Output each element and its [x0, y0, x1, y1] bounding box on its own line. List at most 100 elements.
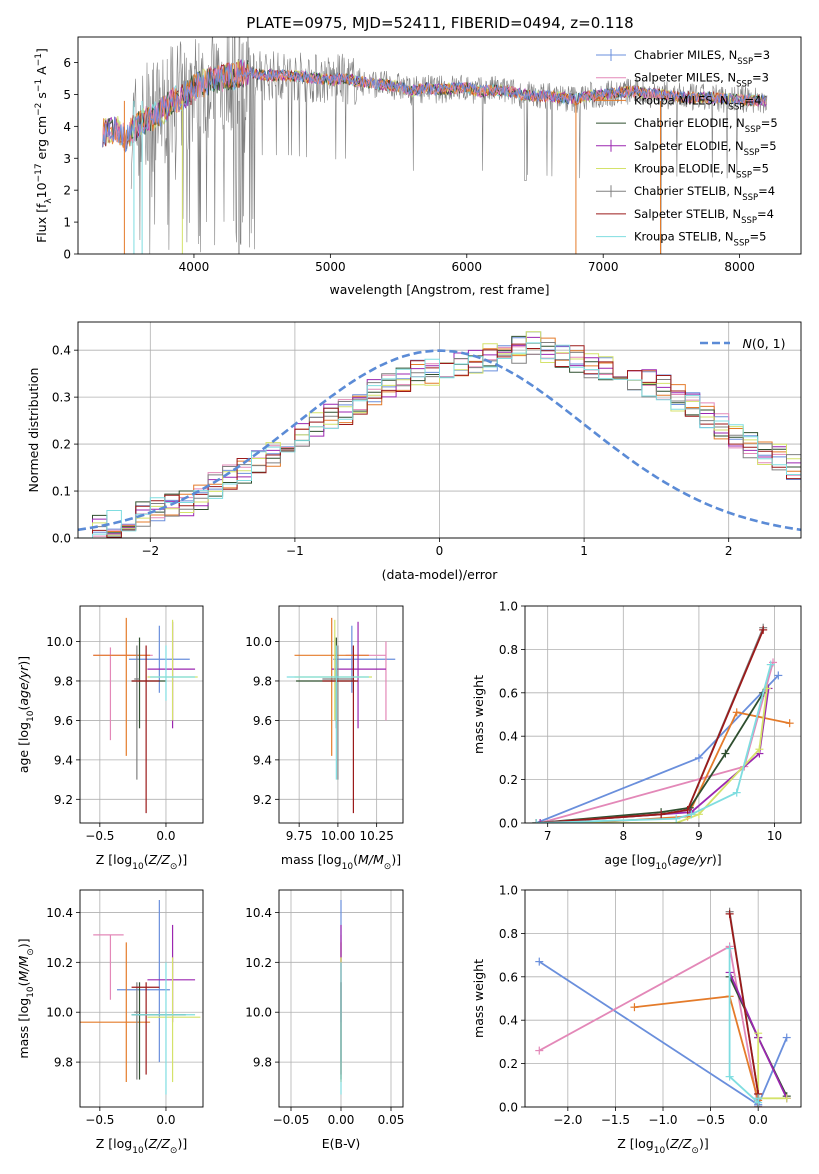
y-tick-label: 10.0 [46, 635, 73, 649]
legend-label: Kroupa ELODIE, NSSP=5 [634, 162, 769, 181]
age_vs_mass-axes: 9.75 10.00 10.25 9.2 9.4 9.6 9.8 10.0 [245, 606, 403, 843]
y-tick-label: 10.2 [46, 956, 73, 970]
x-tick-label: 10.25 [359, 829, 393, 843]
salpeter_elodie-weight-line [540, 688, 770, 823]
legend-label-main: Chabrier ELODIE, N [634, 116, 745, 130]
label-part: N [743, 336, 753, 351]
label-part: ⊙ [26, 948, 36, 956]
x-tick-label: 10.00 [321, 829, 355, 843]
salpeter_stelib-weight-line [536, 629, 765, 823]
label-part: Z/Z [148, 852, 171, 867]
x-tick-label: −0.5 [696, 1113, 725, 1127]
label-part: M/M [16, 955, 31, 981]
mass-vs-Z-xlabel: Z [log10(Z/Z⊙)] [96, 1136, 187, 1156]
spectrum-ylabel: Flux [fλ10−17 erg cm−2 s−1 A−1] [34, 48, 54, 243]
label-part: A [34, 66, 49, 79]
y-tick-label: 0.8 [499, 643, 518, 657]
label-part: Z [log [96, 1136, 132, 1151]
legend-label-count: =5 [752, 162, 769, 176]
label-part: ( [353, 852, 358, 867]
label-part: 10 [132, 1146, 144, 1156]
x-tick-label: 0.0 [749, 1113, 768, 1127]
y-tick-label: 10.4 [245, 906, 272, 920]
age_vs_Z-points [93, 617, 198, 814]
y-tick-label: 2 [63, 184, 71, 198]
y-tick-label: 9.8 [253, 1056, 272, 1070]
legend-label-sub: SSP [729, 102, 745, 112]
label-part: ] [34, 48, 49, 53]
y-tick-label: 0.0 [499, 1101, 518, 1115]
x-tick-label: 0.00 [328, 1113, 355, 1127]
legend-label: Salpeter ELODIE, NSSP=5 [634, 139, 777, 158]
y-tick-label: 10.0 [46, 1006, 73, 1020]
age_vs_Z-axes: −0.5 0.0 9.2 9.4 9.6 9.8 10.0 [46, 606, 203, 843]
label-part: (0, 1) [752, 336, 786, 351]
label-part: Z/Z [148, 1136, 171, 1151]
y-tick-label: 10.2 [245, 956, 272, 970]
label-part: −17 [34, 163, 44, 182]
legend-label: Kroupa MILES, NSSP=4 [634, 93, 761, 112]
y-tick-label: 4 [63, 120, 71, 134]
x-tick-label: 10 [767, 829, 782, 843]
legend-label-sub: SSP [745, 125, 761, 135]
legend-label-sub: SSP [744, 148, 760, 158]
label-part: 10 [132, 862, 144, 872]
legend-label-count: =3 [752, 71, 769, 85]
massweight_vs_Z-frame [524, 889, 802, 1108]
legend-label-count: =5 [760, 139, 777, 153]
label-part: mass weight [471, 675, 486, 754]
label-part: )] [712, 852, 722, 867]
x-tick-label: 0.05 [378, 1113, 405, 1127]
y-tick-label: 0.3 [52, 391, 71, 405]
spectrum-xlabel: wavelength [Angstrom, rest frame] [329, 282, 549, 297]
label-part: )] [699, 1136, 709, 1151]
age-vs-mass-xlabel: mass [log10(M/M⊙)] [281, 852, 401, 872]
label-part: ( [16, 981, 31, 986]
massweight-vs-age-ylabel: mass weight [471, 675, 486, 754]
label-part: (data-model)/error [382, 567, 499, 582]
label-part: Normed distribution [26, 368, 41, 493]
label-part: λ [44, 198, 54, 204]
age_vs_mass-frame [278, 605, 404, 824]
spectrum-lines [102, 37, 768, 254]
x-tick-label: 6000 [452, 260, 483, 274]
x-tick-label: 0.0 [156, 829, 175, 843]
x-tick-label: −0.5 [85, 1113, 114, 1127]
x-tick-label: −1.0 [648, 1113, 677, 1127]
kroupa_stelib-weight-line [536, 664, 772, 823]
label-part: erg cm [34, 116, 49, 164]
legend-label: Chabrier STELIB, NSSP=4 [634, 184, 775, 203]
label-part: Z [log [617, 1136, 653, 1151]
label-part: )] [177, 852, 187, 867]
massweight-vs-Z-ylabel: mass weight [471, 959, 486, 1038]
chabrier_elodie-histogram [78, 335, 801, 538]
label-part: M/M [358, 852, 384, 867]
label-part: mass [log [16, 998, 31, 1059]
y-tick-label: 10.0 [245, 635, 272, 649]
residuals-ylabel: Normed distribution [26, 368, 41, 493]
label-part: ⊙ [170, 1146, 178, 1156]
y-tick-label: 9.8 [54, 674, 73, 688]
y-tick-label: 9.6 [54, 714, 73, 728]
x-tick-label: 8 [619, 829, 627, 843]
legend-label-sub: SSP [741, 216, 757, 226]
kroupa_stelib-histogram [78, 342, 801, 538]
x-tick-label: −2 [141, 544, 159, 558]
x-tick-label: 7000 [588, 260, 619, 274]
label-part: )] [177, 1136, 187, 1151]
y-tick-label: 10.4 [46, 906, 73, 920]
chabrier_miles-weight-line [535, 674, 779, 823]
label-part: ⊙ [384, 862, 392, 872]
legend-label: Kroupa STELIB, NSSP=5 [634, 230, 766, 249]
y-tick-label: 6 [63, 56, 71, 70]
x-tick-label: 4000 [179, 260, 210, 274]
y-tick-label: 1.0 [499, 884, 518, 898]
mass_vs_Z-points [80, 899, 201, 1095]
legend-label-count: =5 [749, 230, 766, 244]
x-tick-label: −0.05 [273, 1113, 310, 1127]
label-part: age/yr [16, 665, 31, 706]
legend-label-count: =4 [744, 93, 761, 107]
kroupa_elodie-histogram [78, 331, 801, 538]
